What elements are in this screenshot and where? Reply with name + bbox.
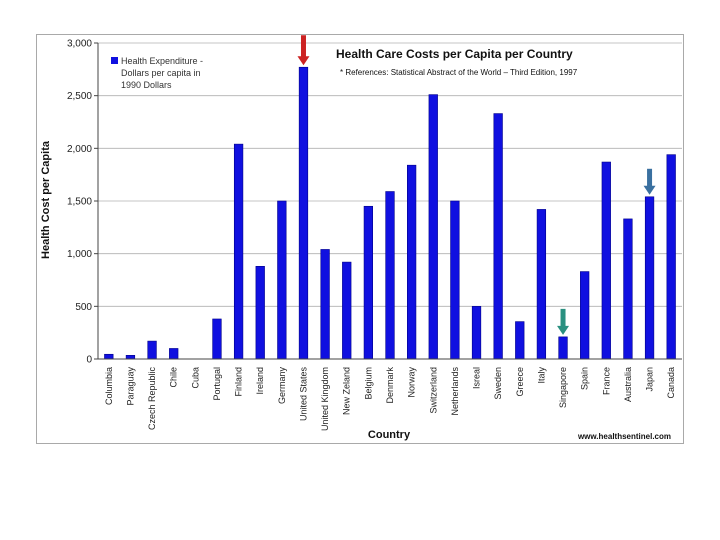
bar-finland <box>233 143 244 360</box>
x-tick-label: France <box>601 367 611 395</box>
x-tick-label: Sweden <box>493 367 503 400</box>
x-tick-label: New Zeland <box>342 367 352 415</box>
x-tick-label: Isreal <box>472 367 482 389</box>
x-tick-label: United States <box>298 367 308 422</box>
x-tick-label: Italy <box>536 367 546 384</box>
bar-new-zeland <box>342 261 352 360</box>
legend-line-1: Health Expenditure - <box>121 56 203 66</box>
x-tick-label: Belgium <box>363 367 373 400</box>
y-axis-title: Health Cost per Capita <box>40 140 52 259</box>
x-tick-label: Norway <box>407 367 417 398</box>
x-axis-ticks: Columbia Paraguay Czech Republic Chile Cuba P… <box>104 367 676 432</box>
arrow-shaft <box>560 308 566 327</box>
bar-united-kingdom <box>320 249 330 360</box>
x-tick-label: Switzerland <box>428 367 438 414</box>
bar-greece <box>515 321 525 360</box>
chart-credit: www.healthsentinel.com <box>577 432 671 441</box>
x-tick-label: Czech Republic <box>147 367 157 431</box>
arrow-shaft <box>300 35 306 58</box>
bar-belgium <box>363 205 373 360</box>
bar-canada <box>666 154 676 360</box>
chart-frame <box>36 34 684 444</box>
x-axis-title: Country <box>368 429 411 441</box>
y-tick-label: 1,500 <box>67 197 92 208</box>
x-tick-label: Columbia <box>104 367 114 405</box>
legend-swatch <box>111 57 118 64</box>
arrow-united-states <box>297 35 310 66</box>
bar-sweden <box>493 113 503 360</box>
bar-italy <box>536 209 547 360</box>
y-tick-label: 2,000 <box>67 144 92 155</box>
arrow-head <box>643 185 656 195</box>
highlight-arrows <box>297 35 656 335</box>
x-tick-label: Canada <box>666 367 676 399</box>
bar-denmark <box>385 191 395 360</box>
bar-paraguay <box>125 355 136 360</box>
legend-line-2: Dollars per capita in <box>121 68 201 78</box>
bar-isreal <box>471 306 482 360</box>
x-tick-label: Greece <box>515 367 525 397</box>
x-tick-label: Spain <box>580 367 590 390</box>
bar-japan <box>644 196 655 360</box>
legend-line-3: 1990 Dollars <box>121 80 172 90</box>
arrow-head <box>557 325 570 335</box>
x-tick-label: Germany <box>277 367 287 405</box>
y-axis-ticks: 0 500 1,000 1,500 2,000 2,500 3,000 <box>67 39 98 366</box>
y-tick-label: 2,500 <box>67 91 92 102</box>
y-tick-label: 1,000 <box>67 249 92 260</box>
x-tick-label: Cuba <box>190 367 200 389</box>
x-tick-label: Denmark <box>385 367 395 404</box>
legend: Health Expenditure - Dollars per capita … <box>111 56 203 90</box>
x-tick-label: Ireland <box>255 367 265 395</box>
bar-czech-republic <box>147 340 157 360</box>
arrow-singapore <box>557 308 570 335</box>
bar-spain <box>580 271 590 360</box>
bars <box>104 66 676 360</box>
y-tick-label: 500 <box>75 302 92 313</box>
bar-switzerland <box>428 94 438 360</box>
y-tick-label: 0 <box>86 355 92 366</box>
bar-netherlands <box>450 200 460 360</box>
x-tick-label: Netherlands <box>450 367 460 416</box>
bar-australia <box>623 218 633 360</box>
x-tick-label: Paraguay <box>125 367 135 406</box>
bar-france <box>601 161 611 360</box>
x-tick-label: Finland <box>234 367 244 397</box>
arrow-japan <box>643 168 656 195</box>
x-tick-label: Singapore <box>558 367 568 408</box>
x-tick-label: Chile <box>169 367 179 388</box>
bar-norway <box>407 164 417 360</box>
bar-germany <box>277 200 287 360</box>
bar-columbia <box>104 353 114 360</box>
bar-chile <box>169 348 179 360</box>
arrow-shaft <box>647 168 653 187</box>
x-tick-label: Japan <box>645 367 655 392</box>
bar-ireland <box>255 266 265 360</box>
y-tick-label: 3,000 <box>67 39 92 50</box>
x-tick-label: Australia <box>623 367 633 402</box>
bar-singapore <box>558 336 568 360</box>
chart-title: Health Care Costs per Capita per Country <box>336 47 573 61</box>
bar-united-states <box>298 66 309 360</box>
arrow-head <box>297 56 310 66</box>
x-tick-label: United Kingdom <box>320 367 330 431</box>
bar-portugal <box>212 318 222 360</box>
chart-reference: * References: Statistical Abstract of th… <box>340 68 578 77</box>
x-tick-label: Portugal <box>212 367 222 401</box>
